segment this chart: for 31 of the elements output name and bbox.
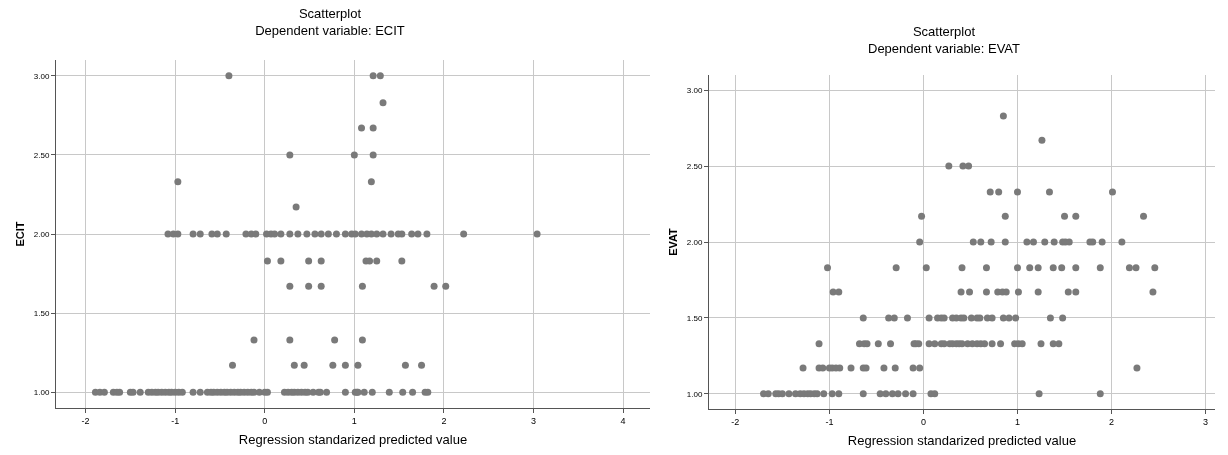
x-tick-label: -2 (81, 415, 90, 426)
y-tick-label: 2.00 (686, 237, 703, 247)
y-tick-label: 2.50 (33, 150, 50, 160)
chart-title: Scatterplot (298, 6, 362, 22)
x-tick-label: 2 (441, 415, 447, 426)
y-tick-label: 3.00 (686, 85, 703, 95)
x-tick-label: 0 (920, 416, 926, 427)
chart-subtitle: Dependent variable: EVAT (868, 41, 1021, 57)
y-tick-label: 2.00 (33, 229, 50, 239)
x-axis-title: Regression standarized predicted value (847, 433, 1077, 449)
x-tick-label: 3 (1203, 416, 1209, 427)
y-tick-label: 1.50 (686, 313, 703, 323)
x-tick-label: -1 (825, 416, 834, 427)
x-tick-label: 4 (620, 415, 626, 426)
y-tick-label: 1.00 (33, 387, 50, 397)
chart-title: Scatterplot (912, 24, 976, 40)
x-tick-label: -1 (171, 415, 180, 426)
x-tick-label: 1 (1014, 416, 1020, 427)
y-tick-label: 3.00 (33, 71, 50, 81)
chart-subtitle: Dependent variable: ECIT (255, 23, 405, 39)
y-axis-title: EVAT (667, 227, 680, 256)
x-tick-label: 0 (262, 415, 268, 426)
y-tick-label: 2.50 (686, 161, 703, 171)
y-tick-label: 1.00 (686, 389, 703, 399)
x-axis-title: Regression standarized predicted value (238, 432, 468, 448)
x-tick-label: 1 (351, 415, 357, 426)
y-axis-title: ECIT (14, 221, 27, 247)
x-tick-label: 2 (1109, 416, 1115, 427)
x-tick-label: 3 (531, 415, 537, 426)
y-tick-label: 1.50 (33, 308, 50, 318)
x-tick-label: -2 (731, 416, 740, 427)
